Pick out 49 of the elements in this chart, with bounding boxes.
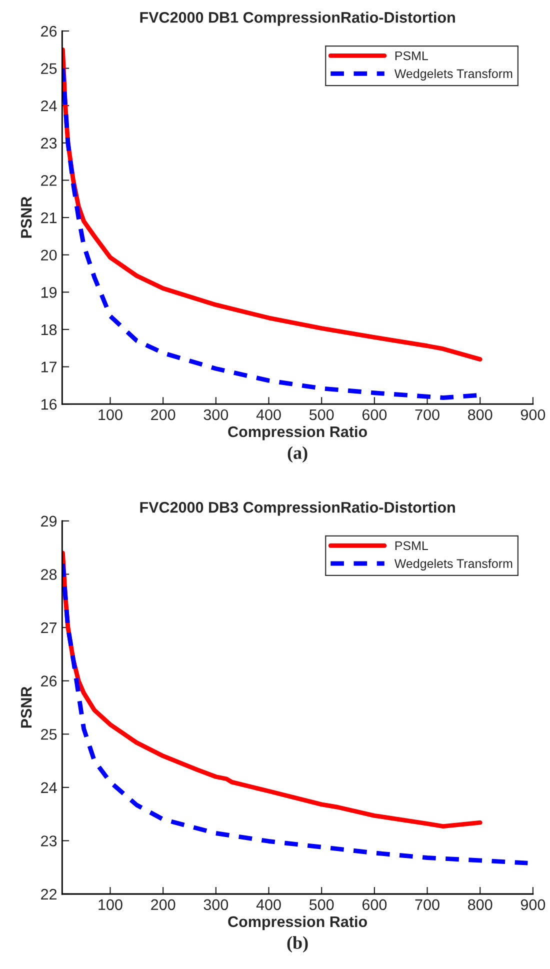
x-tick-label: 600: [362, 899, 387, 910]
y-tick-label: 21: [41, 212, 57, 224]
x-tick-label: 500: [309, 409, 334, 420]
text: (a): [288, 446, 308, 463]
chart-title: FVC2000 DB1 CompressionRatio-Distortion: [140, 12, 455, 26]
y-tick-label: 25: [41, 728, 57, 740]
legend-label: Wedgelets Transform: [394, 558, 512, 570]
legend-label: Wedgelets Transform: [394, 68, 512, 81]
y-tick-label: 26: [41, 26, 57, 37]
y-tick-label: 16: [41, 398, 57, 410]
legend-label: PSML: [395, 541, 428, 550]
y-tick-label: 22: [41, 175, 57, 186]
y-tick-label: 17: [41, 362, 57, 372]
x-tick-label: 100: [98, 409, 122, 420]
y-tick-label: 18: [41, 324, 57, 336]
x-axis-title: Compression Ratio: [228, 916, 367, 930]
x-tick-label: 300: [204, 409, 228, 420]
x-tick-label: 100: [98, 899, 122, 910]
x-tick-label: 600: [362, 409, 387, 420]
x-tick-label: 400: [256, 899, 281, 910]
x-tick-label: 700: [415, 409, 440, 420]
x-tick-label: 800: [468, 899, 492, 910]
y-tick-label: 28: [41, 569, 57, 580]
x-tick-label: 400: [256, 409, 281, 420]
y-axis-title: PSNR: [20, 196, 32, 238]
text: (b): [287, 936, 308, 953]
y-tick-label: 24: [41, 100, 57, 112]
chart-title: FVC2000 DB3 CompressionRatio-Distortion: [140, 502, 455, 516]
y-tick-label: 25: [41, 63, 57, 74]
x-tick-label: 900: [520, 899, 546, 910]
x-tick-label: 300: [204, 899, 228, 910]
x-tick-label: 900: [520, 409, 546, 420]
y-tick-label: 24: [41, 782, 57, 793]
y-axis-title: PSNR: [20, 686, 32, 728]
x-tick-label: 700: [415, 899, 440, 910]
y-tick-label: 29: [41, 516, 57, 527]
y-tick-label: 20: [41, 250, 57, 261]
y-tick-label: 19: [41, 287, 57, 298]
x-tick-label: 200: [151, 409, 176, 420]
x-tick-label: 500: [309, 899, 334, 910]
legend-label: PSML: [395, 51, 428, 60]
y-tick-label: 26: [41, 676, 57, 687]
x-tick-label: 200: [151, 899, 176, 910]
y-tick-label: 23: [41, 138, 57, 149]
x-tick-label: 800: [468, 409, 492, 420]
x-axis-title: Compression Ratio: [228, 426, 367, 440]
y-tick-label: 22: [41, 888, 57, 900]
y-tick-label: 27: [41, 622, 57, 634]
y-tick-label: 23: [41, 836, 57, 846]
